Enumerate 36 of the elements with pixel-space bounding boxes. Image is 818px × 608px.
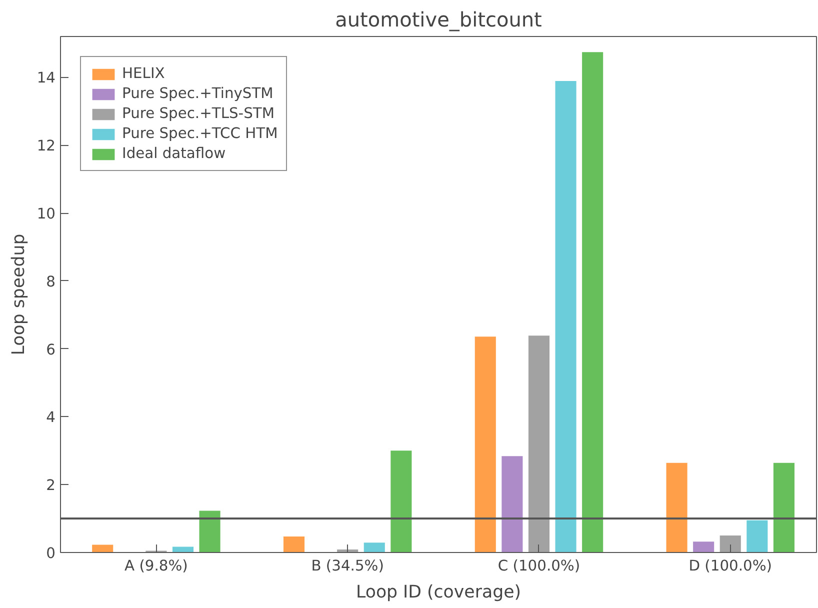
x-tick-label: B (34.5%) [311, 558, 384, 574]
chart-title: automotive_bitcount [335, 8, 542, 32]
bar [555, 80, 576, 552]
legend-label: HELIX [122, 65, 165, 82]
y-tick-label: 4 [46, 409, 56, 426]
bar [474, 336, 496, 552]
legend-label: Pure Spec.+TinySTM [122, 85, 274, 102]
x-tick-label: A (9.8%) [124, 558, 188, 574]
x-tick-label: C (100.0%) [498, 558, 580, 574]
bar [582, 52, 604, 552]
bar [172, 546, 194, 552]
bar [746, 520, 768, 552]
bar [502, 456, 523, 552]
bar [720, 536, 741, 552]
bar [773, 462, 794, 552]
bar [390, 450, 412, 552]
bar [92, 544, 114, 552]
bar [528, 336, 550, 552]
y-tick-label: 12 [36, 138, 56, 155]
legend-label: Pure Spec.+TCC HTM [122, 125, 278, 142]
y-tick-label: 8 [46, 273, 56, 290]
x-tick-label: D (100.0%) [688, 558, 772, 574]
legend-label: Ideal dataflow [122, 145, 226, 162]
bar [666, 462, 688, 552]
y-tick-label: 14 [36, 70, 56, 87]
bar [693, 542, 714, 552]
legend-label: Pure Spec.+TLS-STM [122, 105, 274, 122]
bar [283, 536, 305, 552]
y-tick-label: 6 [46, 341, 56, 358]
y-tick-label: 10 [36, 206, 56, 223]
x-axis-title: Loop ID (coverage) [356, 582, 522, 602]
bar [199, 510, 220, 552]
y-tick-label: 2 [46, 477, 56, 494]
y-tick-label: 0 [46, 545, 56, 562]
y-axis-title: Loop speedup [8, 234, 29, 356]
bar [364, 542, 385, 552]
